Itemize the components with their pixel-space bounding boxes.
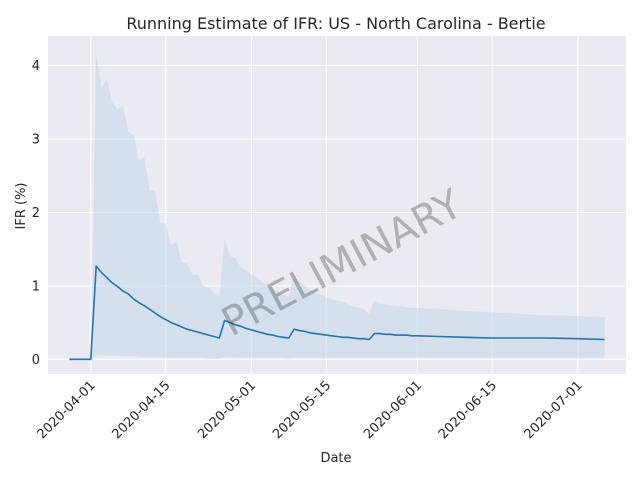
ifr-line	[69, 265, 605, 361]
confidence-band-group	[69, 54, 605, 360]
y-axis-label: IFR (%)	[14, 183, 29, 230]
y-axis-ticks: 0 1 2 3 4	[32, 59, 40, 368]
chart-title: Running Estimate of IFR: US - North Caro…	[126, 14, 545, 33]
y-tick-label: 1	[32, 279, 40, 294]
confidence-band	[69, 54, 605, 360]
ifr-line-group	[69, 265, 605, 361]
x-axis-label: Date	[320, 451, 351, 466]
y-tick-label: 2	[32, 206, 40, 221]
y-tick-label: 0	[32, 353, 40, 368]
y-tick-label: 3	[32, 132, 40, 147]
y-tick-label: 4	[32, 59, 40, 74]
